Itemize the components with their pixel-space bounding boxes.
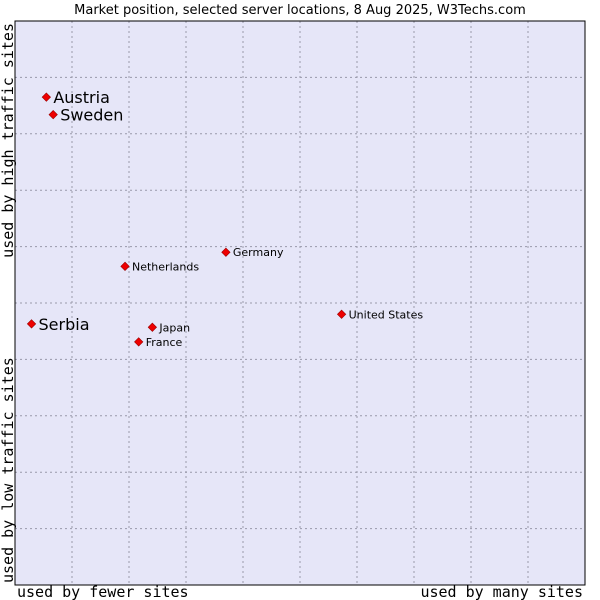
- point-label: Austria: [53, 88, 110, 107]
- x-axis-label-left: used by fewer sites: [17, 583, 189, 600]
- point-marker: [336, 309, 347, 319]
- data-point-france: France: [134, 336, 182, 349]
- point-marker: [147, 322, 157, 332]
- data-point-serbia: Serbia: [26, 315, 90, 334]
- point-label: United States: [349, 308, 424, 321]
- point-marker: [48, 109, 58, 120]
- plot-border: [14, 20, 586, 586]
- point-label: Germany: [233, 246, 284, 259]
- chart-title: Market position, selected server locatio…: [74, 3, 526, 18]
- point-marker: [41, 92, 51, 102]
- x-axis-label-right: used by many sites: [420, 583, 583, 600]
- grid-lines: [15, 21, 585, 585]
- point-label: Serbia: [39, 315, 90, 334]
- point-label: Japan: [158, 321, 190, 334]
- point-marker: [134, 337, 144, 347]
- point-label: Netherlands: [132, 260, 199, 273]
- data-point-germany: Germany: [221, 246, 284, 259]
- point-marker: [221, 247, 231, 257]
- point-marker: [26, 319, 37, 329]
- data-point-netherlands: Netherlands: [120, 260, 199, 273]
- data-point-sweden: Sweden: [48, 106, 123, 125]
- y-axis-label-bottom: used by low traffic sites: [0, 357, 17, 583]
- data-point-united-states: United States: [336, 308, 424, 321]
- y-axis-label-top: used by high traffic sites: [0, 23, 17, 258]
- data-point-japan: Japan: [147, 321, 190, 334]
- data-point-austria: Austria: [41, 88, 110, 107]
- point-label: Sweden: [60, 106, 123, 125]
- point-marker: [120, 261, 130, 271]
- point-label: France: [146, 336, 183, 349]
